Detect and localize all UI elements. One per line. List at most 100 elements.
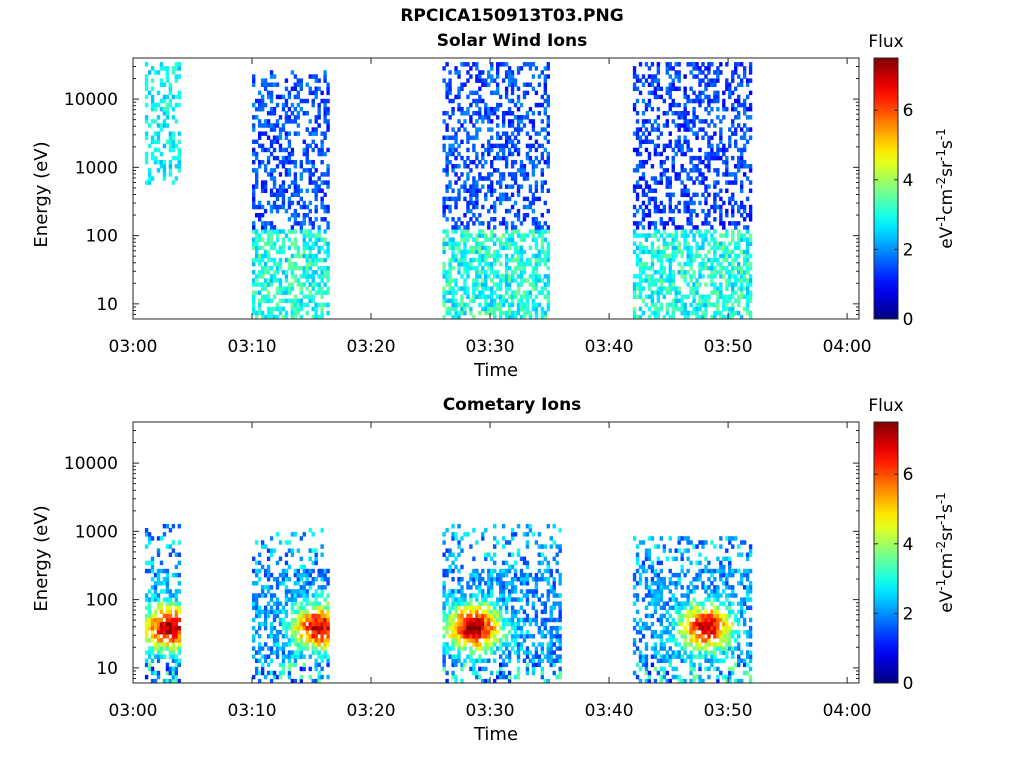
flux-cell <box>299 253 303 259</box>
flux-cell <box>641 217 646 222</box>
flux-cell <box>510 176 515 181</box>
flux-cell <box>493 282 497 287</box>
flux-cell <box>451 646 455 651</box>
flux-cell <box>540 233 545 238</box>
flux-cell <box>662 204 666 210</box>
flux-cell <box>323 78 327 83</box>
flux-cell <box>272 200 277 206</box>
flux-cell <box>272 225 277 230</box>
flux-cell <box>496 66 500 71</box>
flux-cell <box>475 200 479 206</box>
flux-cell <box>650 621 655 627</box>
flux-cell <box>171 147 176 153</box>
flux-cell <box>463 82 467 87</box>
flux-cell <box>516 523 521 529</box>
flux-cell <box>293 314 298 320</box>
flux-cell <box>156 654 161 659</box>
flux-cell <box>635 184 640 189</box>
flux-cell <box>668 621 672 627</box>
flux-cell <box>707 229 711 234</box>
flux-cell <box>719 282 723 287</box>
flux-cell <box>487 302 491 308</box>
flux-cell <box>516 115 521 120</box>
flux-cell <box>457 597 461 602</box>
flux-cell <box>466 286 470 291</box>
flux-cell <box>466 172 470 177</box>
flux-cell <box>165 106 170 112</box>
flux-cell <box>281 634 286 639</box>
flux-cell <box>710 290 714 295</box>
flux-cell <box>504 597 509 602</box>
flux-cell <box>701 208 705 214</box>
flux-cell <box>460 229 464 234</box>
flux-cell <box>510 164 515 169</box>
flux-cell <box>540 127 545 132</box>
flux-cell <box>266 94 271 100</box>
flux-cell <box>451 605 455 610</box>
flux-cell <box>748 233 753 238</box>
flux-cell <box>487 601 491 606</box>
flux-cell <box>534 241 539 246</box>
flux-cell <box>314 94 318 100</box>
flux-cell <box>737 164 741 169</box>
flux-cell <box>692 90 696 96</box>
flux-cell <box>641 249 646 255</box>
flux-cell <box>641 564 646 570</box>
flux-cell <box>305 151 309 157</box>
flux-cell <box>478 70 482 75</box>
flux-cell <box>269 306 274 312</box>
flux-cell <box>546 678 550 684</box>
flux-cell <box>650 278 655 283</box>
flux-cell <box>525 593 530 598</box>
flux-cell <box>725 245 729 251</box>
flux-cell <box>281 270 286 275</box>
flux-cell <box>293 192 298 198</box>
flux-cell <box>159 638 164 643</box>
flux-cell <box>278 298 283 304</box>
flux-cell <box>519 642 524 647</box>
flux-cell <box>153 654 158 659</box>
flux-cell <box>269 192 274 198</box>
flux-cell <box>695 302 699 308</box>
flux-cell <box>472 176 476 181</box>
flux-cell <box>311 274 315 279</box>
flux-cell <box>284 115 289 120</box>
flux-cell <box>638 204 643 210</box>
flux-cell <box>507 245 512 251</box>
flux-cell <box>745 302 750 308</box>
flux-cell <box>162 568 167 574</box>
flux-cell <box>445 650 449 655</box>
flux-cell <box>457 245 461 251</box>
flux-cell <box>680 306 684 312</box>
flux-cell <box>451 127 455 132</box>
flux-cell <box>519 237 524 242</box>
flux-cell <box>269 70 274 75</box>
flux-cell <box>475 249 479 255</box>
flux-cell <box>257 159 262 165</box>
flux-cell <box>442 237 446 242</box>
flux-cell <box>490 290 494 295</box>
flux-cell <box>704 261 708 267</box>
flux-cell <box>469 544 473 549</box>
flux-cell <box>481 151 485 157</box>
flux-cell <box>302 302 306 308</box>
flux-cell <box>487 581 491 586</box>
flux-cell <box>168 654 173 659</box>
flux-cell <box>516 188 521 193</box>
flux-cell <box>546 302 550 308</box>
flux-cell <box>659 585 664 590</box>
flux-cell <box>522 164 527 169</box>
flux-cell <box>498 143 503 149</box>
flux-cell <box>263 253 268 259</box>
flux-cell <box>252 82 256 87</box>
flux-cell <box>632 229 637 234</box>
flux-cell <box>475 609 479 615</box>
flux-cell <box>454 221 458 226</box>
flux-cell <box>260 143 265 149</box>
flux-cell <box>308 233 312 238</box>
flux-cell <box>448 90 452 96</box>
flux-cell <box>674 601 678 606</box>
flux-cell <box>644 593 649 598</box>
flux-cell <box>451 601 455 606</box>
flux-cell <box>707 111 711 116</box>
